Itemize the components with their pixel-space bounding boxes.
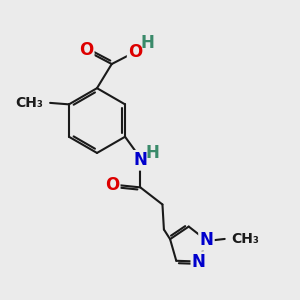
Text: O: O (79, 41, 93, 59)
Text: O: O (128, 43, 142, 61)
Text: N: N (134, 151, 147, 169)
Text: O: O (105, 176, 119, 194)
Text: CH₃: CH₃ (231, 232, 259, 246)
Text: H: H (146, 144, 160, 162)
Text: H: H (140, 34, 154, 52)
Text: N: N (192, 253, 206, 271)
Text: CH₃: CH₃ (16, 96, 43, 110)
Text: N: N (200, 231, 213, 249)
